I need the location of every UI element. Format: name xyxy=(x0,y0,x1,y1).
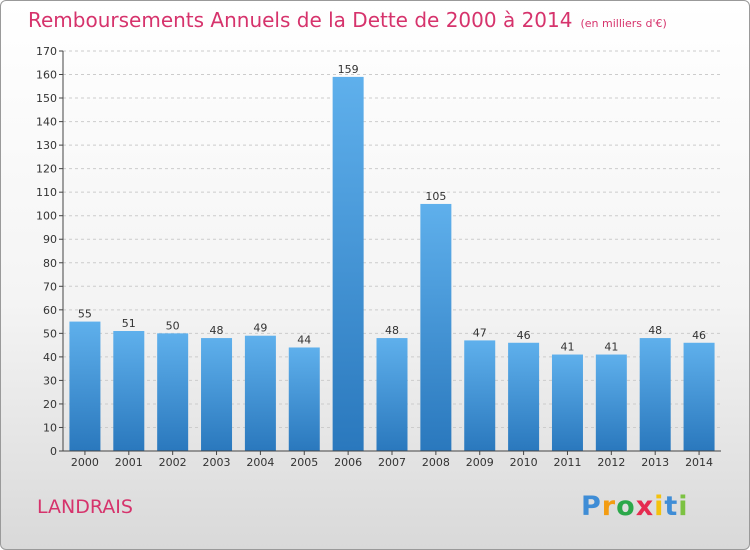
data-label: 44 xyxy=(297,333,311,346)
y-tick-label: 140 xyxy=(36,116,57,129)
bar-2014 xyxy=(683,342,715,451)
data-label: 41 xyxy=(560,341,574,354)
data-label: 50 xyxy=(166,319,180,332)
bar-2011 xyxy=(551,354,583,451)
y-tick-label: 80 xyxy=(43,257,57,270)
bar-2013 xyxy=(639,338,671,451)
bar-2007 xyxy=(376,338,408,451)
axes: 0 10 20 30 40 50 60 70 80 90 100 110 120 130 140 150 160… xyxy=(36,45,721,469)
y-tick-label: 160 xyxy=(36,69,57,82)
bars: 55 51 50 48 49 44 159 48 105 47 46 41 41 48 46 xyxy=(69,63,715,451)
bar-2004 xyxy=(244,335,276,451)
x-tick-label: 2006 xyxy=(334,456,362,469)
y-tick-label: 50 xyxy=(43,327,57,340)
chart-title: Remboursements Annuels de la Dette de 20… xyxy=(28,8,667,32)
x-tick-label: 2004 xyxy=(246,456,274,469)
y-tick-label: 60 xyxy=(43,304,57,317)
data-label: 47 xyxy=(473,326,487,339)
data-label: 51 xyxy=(122,317,136,330)
x-tick-label: 2005 xyxy=(290,456,318,469)
bar-2010 xyxy=(508,342,540,451)
x-tick-label: 2007 xyxy=(378,456,406,469)
proxiti-logo: Proxiti xyxy=(581,491,689,522)
x-tick-label: 2010 xyxy=(510,456,538,469)
y-tick-label: 30 xyxy=(43,374,57,387)
x-tick-label: 2000 xyxy=(71,456,99,469)
x-tick-label: 2002 xyxy=(159,456,187,469)
bar-2009 xyxy=(464,340,496,451)
chart-title-text: Remboursements Annuels de la Dette de 20… xyxy=(28,8,573,32)
bar-2006 xyxy=(332,76,364,451)
bar-2003 xyxy=(201,338,233,451)
data-label: 105 xyxy=(425,190,446,203)
y-tick-label: 170 xyxy=(36,45,57,58)
chart-unit: (en milliers d'€) xyxy=(580,17,667,30)
bar-2012 xyxy=(595,354,627,451)
y-tick-label: 150 xyxy=(36,92,57,105)
town-name: LANDRAIS xyxy=(37,496,133,518)
x-tick-label: 2011 xyxy=(553,456,581,469)
y-tick-label: 100 xyxy=(36,210,57,223)
bar-2008 xyxy=(420,203,452,451)
data-label: 48 xyxy=(648,324,662,337)
y-tick-label: 20 xyxy=(43,398,57,411)
y-tick-label: 40 xyxy=(43,351,57,364)
y-tick-label: 70 xyxy=(43,280,57,293)
bar-2005 xyxy=(288,347,320,451)
data-label: 48 xyxy=(385,324,399,337)
data-label: 46 xyxy=(692,329,706,342)
bar-2000 xyxy=(69,321,101,451)
y-tick-label: 0 xyxy=(50,445,57,458)
y-tick-label: 120 xyxy=(36,163,57,176)
x-tick-label: 2012 xyxy=(597,456,625,469)
x-tick-label: 2014 xyxy=(685,456,713,469)
data-label: 48 xyxy=(210,324,224,337)
y-tick-label: 90 xyxy=(43,233,57,246)
data-label: 159 xyxy=(338,63,359,76)
y-tick-label: 130 xyxy=(36,139,57,152)
data-label: 41 xyxy=(604,341,618,354)
bar-2002 xyxy=(157,333,189,451)
data-label: 49 xyxy=(253,322,267,335)
x-tick-label: 2003 xyxy=(203,456,231,469)
x-tick-label: 2008 xyxy=(422,456,450,469)
y-tick-label: 10 xyxy=(43,421,57,434)
x-tick-label: 2013 xyxy=(641,456,669,469)
x-tick-label: 2009 xyxy=(466,456,494,469)
data-label: 46 xyxy=(517,329,531,342)
data-label: 55 xyxy=(78,308,92,321)
x-tick-label: 2001 xyxy=(115,456,143,469)
y-tick-label: 110 xyxy=(36,186,57,199)
bar-2001 xyxy=(113,331,145,451)
